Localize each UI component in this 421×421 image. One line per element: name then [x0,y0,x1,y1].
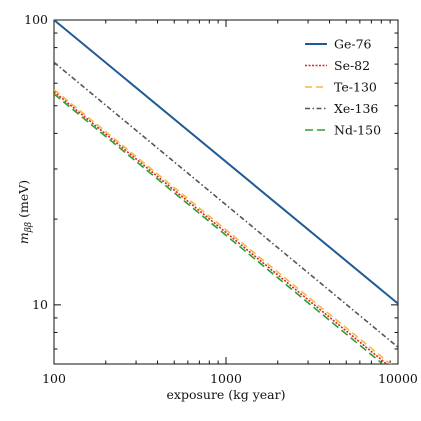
x-axis-label: exposure (kg year) [167,387,286,402]
legend-label-xe-136: Xe-136 [334,101,378,116]
x-tick-label: 100 [42,371,66,386]
series-line-se-82 [54,91,388,364]
y-tick-label: 10 [32,297,48,312]
plot-area [53,19,399,365]
series-group [54,20,398,364]
ticks [53,19,399,364]
legend-label-ge-76: Ge-76 [334,37,372,52]
x-tick-label: 1000 [210,371,242,386]
series-line-nd-150 [54,93,384,364]
y-axis-label: mββ (meV) [16,180,34,244]
x-tick-label: 10000 [378,371,418,386]
tick-labels: 100 1000 10000 10 100 [24,12,418,386]
y-tick-label: 100 [24,12,48,27]
series-line-xe-136 [54,61,398,348]
legend-label-se-82: Se-82 [334,58,370,73]
series-line-te-130 [54,88,392,364]
legend: Ge-76 Se-82 Te-130 Xe-136 Nd-150 [305,37,381,138]
series-line-ge-76 [54,20,398,305]
legend-label-te-130: Te-130 [334,80,377,95]
legend-label-nd-150: Nd-150 [334,123,381,138]
